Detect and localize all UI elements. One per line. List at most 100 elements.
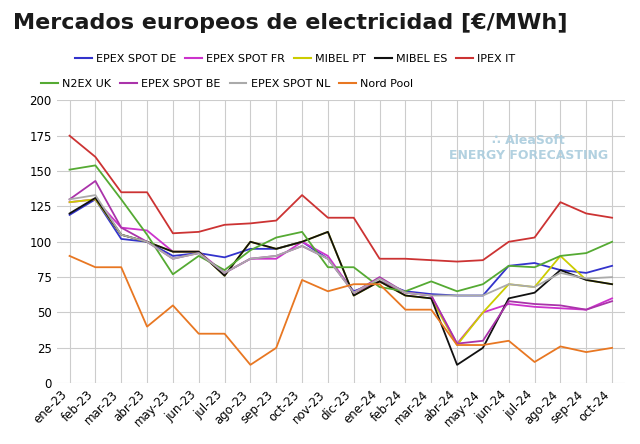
Text: ∴ AleaSoft
ENERGY FORECASTING: ∴ AleaSoft ENERGY FORECASTING (449, 134, 608, 162)
EPEX SPOT DE (143, 239, 151, 245)
IPEX IT (401, 256, 409, 262)
Line: MIBEL ES: MIBEL ES (70, 198, 612, 365)
IPEX IT (246, 221, 254, 226)
N2EX UK (608, 239, 616, 245)
EPEX SPOT DE (273, 246, 280, 251)
Line: EPEX SPOT NL: EPEX SPOT NL (70, 195, 612, 296)
EPEX SPOT BE (350, 290, 358, 295)
MIBEL PT (557, 253, 564, 258)
MIBEL PT (453, 342, 461, 348)
N2EX UK (298, 229, 306, 234)
EPEX SPOT DE (582, 270, 590, 276)
MIBEL PT (428, 296, 435, 301)
EPEX SPOT NL (453, 293, 461, 298)
IPEX IT (143, 190, 151, 195)
EPEX SPOT DE (221, 255, 228, 260)
EPEX SPOT DE (324, 256, 332, 262)
Nord Pool (273, 345, 280, 350)
MIBEL ES (428, 296, 435, 301)
EPEX SPOT FR (376, 279, 383, 284)
IPEX IT (169, 230, 177, 236)
EPEX SPOT BE (66, 197, 74, 202)
EPEX SPOT BE (531, 301, 538, 307)
EPEX SPOT DE (453, 293, 461, 298)
Nord Pool (608, 345, 616, 350)
EPEX SPOT FR (117, 225, 125, 230)
MIBEL ES (324, 229, 332, 234)
Nord Pool (350, 281, 358, 287)
Nord Pool (324, 289, 332, 294)
MIBEL PT (221, 273, 228, 278)
EPEX SPOT FR (324, 253, 332, 258)
MIBEL ES (66, 211, 74, 216)
MIBEL PT (324, 229, 332, 234)
Nord Pool (66, 253, 74, 258)
Line: Nord Pool: Nord Pool (70, 256, 612, 365)
EPEX SPOT NL (376, 276, 383, 281)
MIBEL ES (169, 249, 177, 254)
EPEX SPOT FR (298, 239, 306, 245)
EPEX SPOT BE (428, 293, 435, 298)
IPEX IT (479, 258, 487, 263)
MIBEL PT (298, 239, 306, 245)
EPEX SPOT DE (66, 212, 74, 218)
EPEX SPOT NL (195, 250, 203, 256)
Line: MIBEL PT: MIBEL PT (70, 199, 612, 345)
N2EX UK (582, 250, 590, 256)
IPEX IT (505, 239, 513, 245)
EPEX SPOT NL (479, 293, 487, 298)
EPEX SPOT NL (608, 274, 616, 280)
EPEX SPOT NL (557, 270, 564, 276)
IPEX IT (324, 215, 332, 220)
MIBEL PT (169, 249, 177, 254)
EPEX SPOT FR (428, 293, 435, 298)
Nord Pool (479, 342, 487, 348)
Nord Pool (195, 331, 203, 337)
EPEX SPOT BE (582, 307, 590, 312)
MIBEL PT (479, 310, 487, 315)
EPEX SPOT FR (66, 199, 74, 205)
MIBEL ES (246, 239, 254, 245)
Legend: N2EX UK, EPEX SPOT BE, EPEX SPOT NL, Nord Pool: N2EX UK, EPEX SPOT BE, EPEX SPOT NL, Nor… (36, 75, 417, 94)
IPEX IT (195, 229, 203, 234)
EPEX SPOT BE (324, 256, 332, 262)
MIBEL PT (143, 239, 151, 245)
EPEX SPOT FR (582, 307, 590, 312)
Nord Pool (117, 265, 125, 270)
EPEX SPOT NL (117, 232, 125, 238)
EPEX SPOT FR (557, 305, 564, 311)
IPEX IT (376, 256, 383, 262)
N2EX UK (92, 163, 99, 168)
IPEX IT (453, 259, 461, 264)
MIBEL PT (401, 293, 409, 298)
IPEX IT (273, 218, 280, 223)
IPEX IT (582, 211, 590, 216)
EPEX SPOT NL (169, 256, 177, 262)
IPEX IT (66, 133, 74, 139)
MIBEL PT (582, 278, 590, 283)
N2EX UK (479, 281, 487, 287)
N2EX UK (401, 289, 409, 294)
MIBEL ES (117, 232, 125, 238)
MIBEL PT (505, 281, 513, 287)
Line: EPEX SPOT BE: EPEX SPOT BE (70, 181, 612, 344)
EPEX SPOT FR (608, 296, 616, 301)
Line: N2EX UK: N2EX UK (70, 166, 612, 291)
MIBEL ES (479, 345, 487, 350)
EPEX SPOT NL (246, 256, 254, 262)
Nord Pool (169, 303, 177, 308)
MIBEL PT (273, 246, 280, 251)
EPEX SPOT NL (582, 276, 590, 281)
MIBEL PT (531, 284, 538, 289)
Nord Pool (376, 281, 383, 287)
EPEX SPOT BE (453, 341, 461, 346)
EPEX SPOT BE (92, 178, 99, 184)
EPEX SPOT FR (273, 256, 280, 262)
IPEX IT (350, 215, 358, 220)
IPEX IT (557, 199, 564, 205)
EPEX SPOT BE (221, 270, 228, 276)
EPEX SPOT NL (350, 290, 358, 295)
MIBEL ES (401, 293, 409, 298)
EPEX SPOT DE (479, 293, 487, 298)
EPEX SPOT NL (531, 284, 538, 289)
